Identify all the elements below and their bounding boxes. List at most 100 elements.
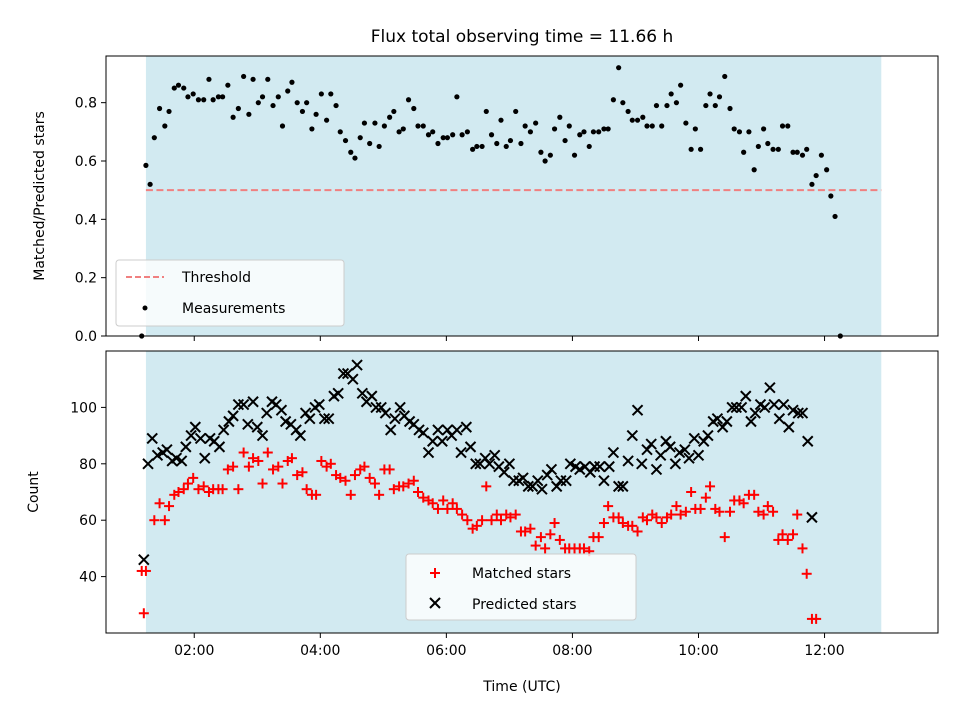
- matched-point: [359, 461, 370, 472]
- predicted-point: [379, 407, 392, 419]
- legend-label-threshold: Threshold: [181, 270, 251, 286]
- measurement-point: [175, 82, 182, 88]
- measurement-point: [279, 123, 286, 129]
- predicted-point: [716, 421, 729, 433]
- measurement-point: [566, 123, 572, 129]
- predicted-point: [227, 410, 239, 422]
- predicted-point: [417, 427, 429, 439]
- matched-stars-series: [136, 447, 822, 624]
- measurements-legend-key: [142, 305, 148, 311]
- predicted-point: [247, 396, 259, 408]
- matched-point: [788, 529, 799, 540]
- measurement-point: [538, 149, 544, 155]
- legend-label-matched: Matched stars: [472, 566, 571, 582]
- predicted-stars-series: [138, 359, 818, 566]
- measurement-point: [367, 140, 373, 147]
- x-tick-label: 08:00: [552, 643, 592, 659]
- y-tick-label: 0.6: [75, 154, 97, 170]
- matched-point: [369, 478, 380, 489]
- matched-point: [164, 501, 175, 512]
- measurement-point: [761, 126, 767, 132]
- matched-point: [598, 518, 609, 529]
- measurement-point: [474, 143, 480, 150]
- measurement-point: [444, 135, 451, 141]
- predicted-point: [683, 452, 695, 464]
- measurement-point: [372, 120, 378, 126]
- measurement-point: [289, 79, 295, 85]
- measurement-point: [225, 82, 231, 88]
- predicted-point: [532, 475, 544, 487]
- measurement-point: [673, 100, 680, 106]
- matched-point: [159, 515, 170, 526]
- y-tick-label: 0.4: [75, 212, 97, 228]
- predicted-point: [594, 460, 606, 473]
- matched-point: [811, 613, 822, 624]
- predicted-point: [669, 458, 682, 470]
- predicted-point: [194, 432, 207, 445]
- measurement-point: [513, 108, 519, 115]
- measurement-point: [551, 126, 558, 132]
- matched-point: [477, 515, 488, 526]
- predicted-point: [455, 446, 467, 459]
- measurement-point: [391, 108, 397, 115]
- predicted-point: [749, 407, 761, 419]
- predicted-legend-marker: [429, 597, 441, 609]
- measurement-point: [313, 111, 319, 117]
- top-panel: 0.0 0.2 0.4 0.6 0.8 Flux total observing tim…: [32, 27, 939, 345]
- matched-point: [364, 472, 375, 483]
- matched-point: [268, 464, 279, 475]
- measurement-point: [731, 126, 737, 132]
- matched-point: [792, 509, 803, 520]
- measurement-point: [342, 137, 349, 144]
- measurement-point: [387, 114, 393, 120]
- measurement-point: [542, 158, 548, 164]
- predicted-point: [426, 435, 439, 447]
- matched-point: [262, 447, 273, 458]
- measurement-point: [779, 123, 786, 129]
- matched-point: [301, 484, 312, 495]
- measurement-point: [411, 105, 417, 112]
- predicted-point: [351, 359, 363, 371]
- predicted-legend-key: [429, 597, 441, 609]
- predicted-point: [702, 429, 714, 442]
- matched-point: [549, 518, 560, 529]
- measurements-series: [139, 65, 843, 339]
- bottom-y-axis-label: Count: [26, 471, 42, 513]
- measurement-point: [459, 132, 465, 138]
- matched-point: [228, 461, 239, 472]
- measurement-point: [235, 105, 241, 112]
- measurement-point: [498, 117, 504, 123]
- measurement-point: [348, 149, 354, 155]
- matched-point: [671, 501, 682, 512]
- measurement-point: [210, 97, 216, 103]
- x-tick-label: 10:00: [678, 643, 718, 659]
- measurement-point: [162, 123, 168, 129]
- matched-point: [243, 461, 254, 472]
- predicted-point: [645, 438, 657, 450]
- measurement-point: [259, 94, 266, 100]
- matched-point: [233, 484, 244, 495]
- measurement-point: [195, 97, 202, 103]
- measurement-point: [629, 117, 635, 123]
- predicted-point: [498, 466, 510, 478]
- matched-legend-marker: [430, 568, 440, 578]
- matched-point: [286, 453, 297, 464]
- measurement-point: [337, 129, 343, 135]
- measurement-point: [616, 65, 622, 71]
- measurement-point: [464, 129, 470, 135]
- predicted-point: [517, 472, 529, 484]
- measurement-point: [818, 152, 824, 158]
- predicted-point: [764, 381, 776, 394]
- predicted-point: [460, 421, 473, 433]
- measurement-point: [185, 94, 191, 100]
- matched-point: [273, 461, 284, 472]
- measurement-point: [156, 105, 163, 112]
- matched-point: [481, 481, 492, 492]
- matched-point: [403, 478, 414, 489]
- matched-point: [345, 489, 356, 500]
- predicted-point: [347, 373, 359, 385]
- predicted-point: [488, 449, 501, 462]
- matched-point: [178, 484, 189, 495]
- measurement-point: [250, 76, 256, 82]
- measurement-point: [518, 140, 524, 147]
